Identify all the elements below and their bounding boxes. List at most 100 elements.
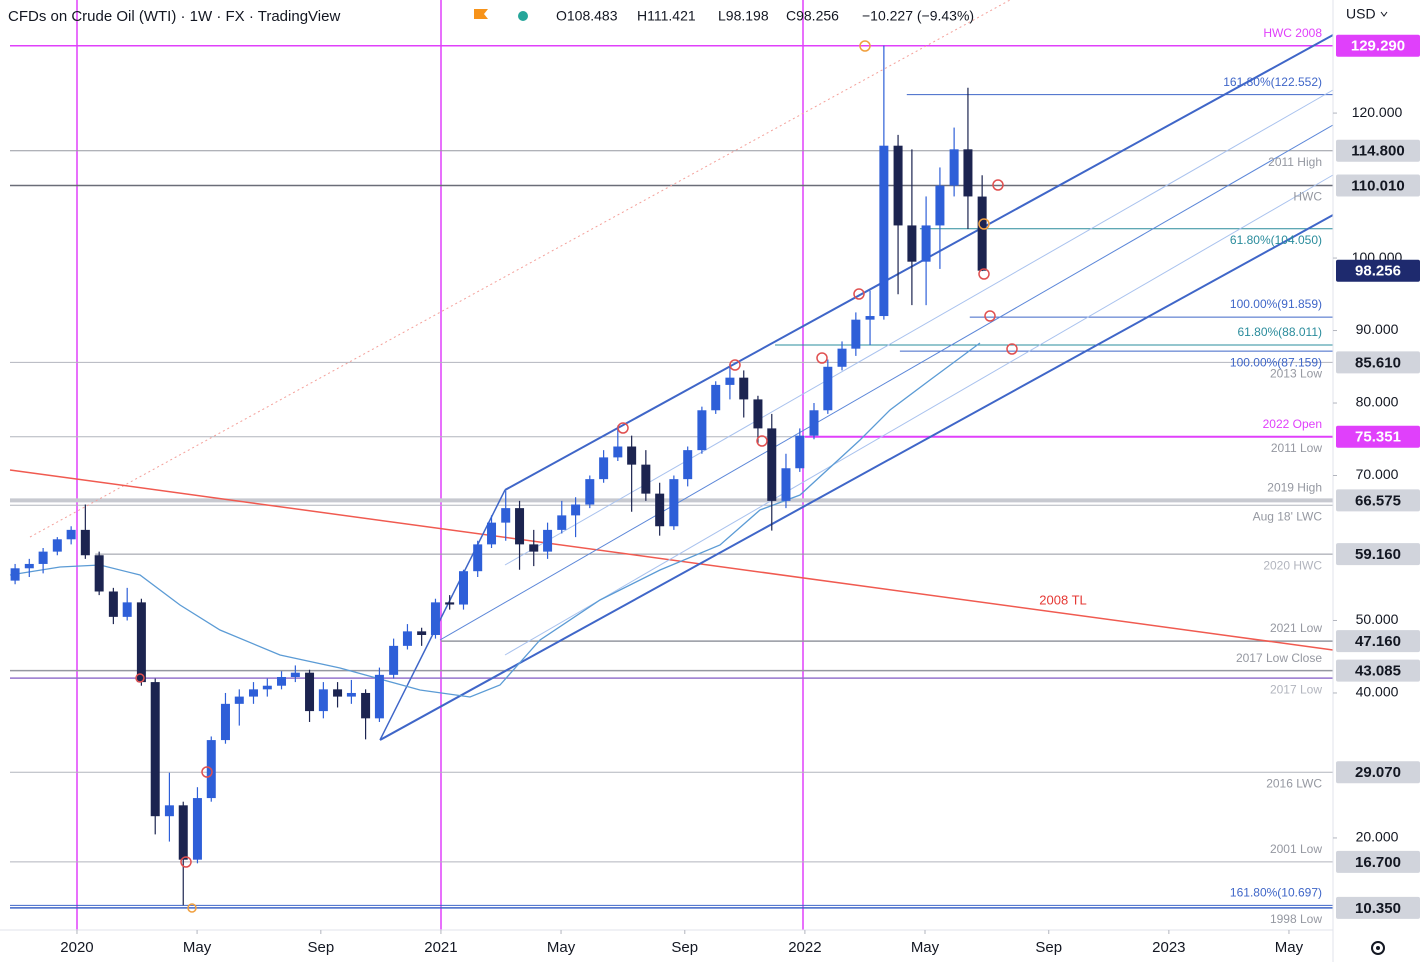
x-tick-label: 2021 <box>424 939 457 956</box>
price-box-label: 59.160 <box>1355 546 1401 563</box>
candle-body <box>66 529 76 540</box>
dotted-trendline <box>29 0 1011 538</box>
candle-body <box>402 631 412 646</box>
candle-body <box>80 529 90 556</box>
level-note: Aug 18' LWC <box>1253 509 1323 523</box>
price-box-label: 114.800 <box>1351 143 1404 160</box>
marker <box>135 673 145 683</box>
marker <box>984 310 996 322</box>
candle-body <box>10 568 20 581</box>
level-note: 2019 High <box>1267 481 1322 495</box>
axes: 120.000100.00090.00080.00070.00050.00040… <box>60 104 1402 956</box>
x-tick-label: May <box>911 939 940 956</box>
candle-body <box>136 602 146 683</box>
header: CFDs on Crude Oil (WTI) · 1W · FX · Trad… <box>8 6 1388 25</box>
price-box-label: 75.351 <box>1355 429 1401 446</box>
candle-body <box>725 377 735 385</box>
y-tick-label: 40.000 <box>1356 684 1399 700</box>
candles <box>10 45 987 906</box>
candle-body <box>333 689 343 697</box>
price-box-label: 29.070 <box>1355 764 1401 781</box>
candle-body <box>837 348 847 367</box>
x-tick-label: 2020 <box>60 939 93 956</box>
marker <box>729 359 741 371</box>
candle-body <box>711 384 721 411</box>
trendline-label: 2008 TL <box>1039 592 1086 607</box>
price-box-label: 110.010 <box>1351 177 1404 194</box>
x-tick-label: 2022 <box>788 939 821 956</box>
trendline-2008 <box>9 469 1334 651</box>
candle-body <box>921 225 931 262</box>
candle-body <box>907 225 917 262</box>
candle-body <box>557 515 567 530</box>
price-box-label: 47.160 <box>1355 633 1401 650</box>
y-tick-label: 70.000 <box>1356 466 1399 482</box>
marker <box>853 288 865 300</box>
x-tick-label: May <box>183 939 212 956</box>
price-box-label: 66.575 <box>1355 492 1401 509</box>
level-notes: HWC 2008 161.80%(122.552) 2011 High HWC 61.8… <box>1223 26 1322 926</box>
price-box-label: 98.256 <box>1355 263 1401 280</box>
candle-body <box>739 377 749 400</box>
price-box <box>1336 896 1420 919</box>
candle-body <box>823 366 833 411</box>
level-note: 2011 High <box>1268 155 1322 169</box>
price-box <box>1336 351 1420 374</box>
price-box <box>1336 850 1420 873</box>
level-note: HWC <box>1293 190 1322 204</box>
gear-center[interactable] <box>1376 946 1380 950</box>
level-note: 2017 Low <box>1270 682 1322 696</box>
x-tick-label: 2023 <box>1152 939 1185 956</box>
candle-body <box>599 457 609 480</box>
marker <box>978 218 990 230</box>
candle-body <box>346 692 356 697</box>
level-note: 2011 Low <box>1271 441 1322 455</box>
ohlc-change: −10.227 (−9.43%) <box>862 8 974 24</box>
candle-body <box>122 602 132 617</box>
price-box-label: 43.085 <box>1355 663 1401 680</box>
candle-body <box>963 149 973 197</box>
ohlc-close: C98.256 <box>786 8 839 24</box>
candle-body <box>430 602 440 635</box>
candle-body <box>753 399 763 429</box>
candle-body <box>795 435 805 469</box>
level-note: 2013 Low <box>1270 367 1322 381</box>
candle-body <box>851 319 861 349</box>
gear[interactable] <box>1371 941 1385 955</box>
price-box-label: 85.610 <box>1355 354 1401 371</box>
chart-title: CFDs on Crude Oil (WTI) · 1W · FX · Trad… <box>8 8 340 25</box>
price-box <box>1336 630 1420 653</box>
ohlc-open: O108.483 <box>556 8 618 24</box>
candle-body <box>389 645 399 675</box>
x-tick-label: May <box>1275 939 1304 956</box>
price-box <box>1336 139 1420 162</box>
settings-icon[interactable] <box>1371 941 1385 955</box>
currency-caret <box>1380 11 1388 17</box>
candle-body <box>809 410 819 436</box>
marker <box>756 435 768 447</box>
level-note: 2017 Low Close <box>1236 651 1322 665</box>
y-tick-label: 20.000 <box>1356 829 1399 845</box>
marker <box>816 352 828 364</box>
level-note: 100.00%(87.159) <box>1230 355 1322 369</box>
y-tick-label: 90.000 <box>1356 321 1399 337</box>
candle-body <box>473 544 483 572</box>
candle-body <box>585 479 595 505</box>
level-note: 161.80%(10.697) <box>1230 886 1322 900</box>
pitchfork-upper <box>504 34 1334 491</box>
candle-body <box>94 555 104 592</box>
marker <box>1006 343 1018 355</box>
currency[interactable]: USD <box>1346 6 1376 22</box>
candle-body <box>24 563 34 569</box>
candle-body <box>52 539 62 552</box>
price-box <box>1336 543 1420 566</box>
marker <box>859 40 871 52</box>
marker <box>978 268 990 280</box>
price-box <box>1336 659 1420 682</box>
marker <box>617 422 629 434</box>
y-tick-label: 80.000 <box>1356 394 1399 410</box>
status-dot <box>518 11 528 21</box>
level-note: 2020 HWC <box>1263 558 1322 572</box>
